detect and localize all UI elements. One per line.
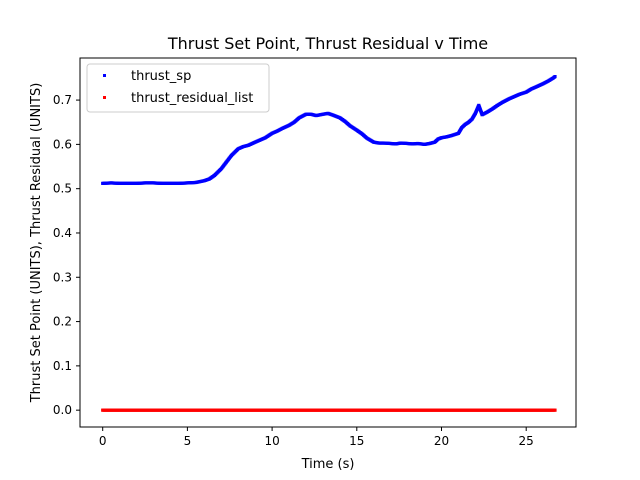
data-point <box>553 75 557 79</box>
data-series <box>101 75 557 412</box>
x-axis-ticks: 0 5 10 15 20 25 <box>99 427 534 448</box>
y-tick-label: 0.1 <box>53 359 72 373</box>
x-axis-label: Time (s) <box>301 457 355 472</box>
legend-label-thrust-residual-list: thrust_residual_list <box>131 91 253 106</box>
x-tick-label: 0 <box>99 434 107 448</box>
x-tick-label: 20 <box>434 434 449 448</box>
legend-box <box>86 63 270 113</box>
x-tick-label: 5 <box>184 434 192 448</box>
y-axis-label: Thrust Set Point (UNITS), Thrust Residua… <box>29 83 44 404</box>
legend-marker-thrust-residual-list <box>103 96 106 99</box>
y-tick-label: 0.3 <box>53 270 72 284</box>
y-axis-ticks: 0.0 0.1 0.2 0.3 0.4 0.5 0.6 0.7 <box>53 93 80 417</box>
series-thrust-residual-list <box>101 408 557 412</box>
legend: thrust_sp thrust_residual_list <box>86 63 270 113</box>
legend-label-thrust-sp: thrust_sp <box>131 69 191 84</box>
y-tick-label: 0.2 <box>53 315 72 329</box>
y-tick-label: 0.0 <box>53 403 72 417</box>
x-tick-label: 15 <box>349 434 364 448</box>
chart-title: Thrust Set Point, Thrust Residual v Time <box>167 34 488 53</box>
data-point <box>553 408 557 412</box>
plot-background <box>80 58 576 427</box>
y-tick-label: 0.4 <box>53 226 72 240</box>
y-tick-label: 0.5 <box>53 182 72 196</box>
x-tick-label: 25 <box>519 434 534 448</box>
x-tick-label: 10 <box>264 434 279 448</box>
y-tick-label: 0.6 <box>53 137 72 151</box>
legend-marker-thrust-sp <box>103 74 106 77</box>
axes-frame <box>79 57 577 428</box>
y-tick-label: 0.7 <box>53 93 72 107</box>
plot-area <box>80 58 576 427</box>
series-thrust-sp <box>101 75 557 185</box>
